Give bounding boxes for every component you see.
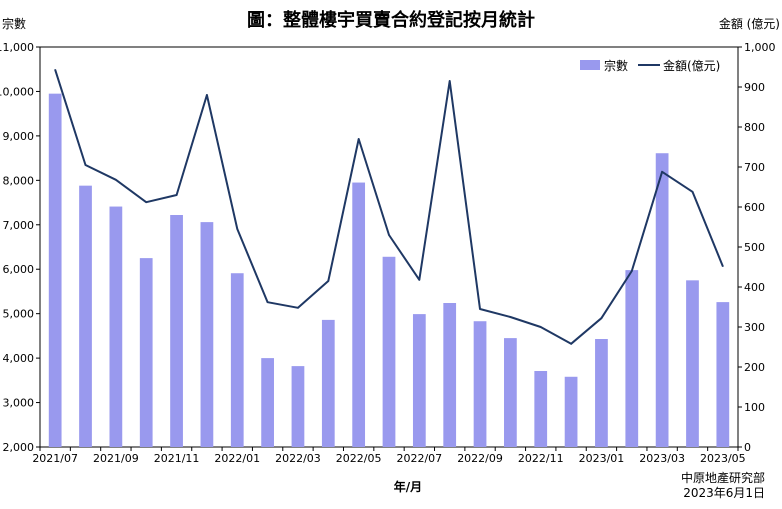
bar <box>48 93 62 448</box>
right-tick-label: 500 <box>744 241 765 254</box>
x-tick-label: 2022/07 <box>396 452 442 465</box>
bar <box>473 321 487 447</box>
line-point <box>691 191 694 193</box>
legend-bar-label: 宗數 <box>604 58 628 73</box>
bar <box>79 185 92 447</box>
source-org: 中原地產研究部 <box>681 470 765 485</box>
left-tick-label: 4,000 <box>3 352 35 365</box>
x-tick-label: 2023/01 <box>579 452 625 465</box>
bar <box>443 303 457 447</box>
bar <box>321 319 335 447</box>
line-point <box>600 317 603 320</box>
legend-line-label: 金額(億元) <box>663 58 720 73</box>
line-point <box>115 179 117 181</box>
x-tick-label: 2023/05 <box>700 452 746 465</box>
x-tick-label: 2021/09 <box>93 452 139 465</box>
line-point <box>539 326 542 328</box>
line-point <box>54 69 56 71</box>
x-tick-label: 2022/09 <box>457 452 503 465</box>
bar <box>139 258 153 447</box>
line-point <box>266 301 269 304</box>
left-tick-label: 9,000 <box>3 130 35 143</box>
bar <box>655 153 669 447</box>
x-tick-label: 2022/05 <box>336 452 382 465</box>
bar <box>716 302 730 447</box>
right-tick-label: 300 <box>744 321 765 334</box>
x-tick-label: 2021/11 <box>154 452 200 465</box>
bar <box>291 366 305 447</box>
right-tick-label: 800 <box>744 121 765 134</box>
left-tick-label: 10,000 <box>0 85 34 98</box>
legend-bar-swatch <box>580 60 600 70</box>
right-tick-label: 900 <box>744 81 765 94</box>
bar <box>200 222 214 447</box>
left-tick-label: 8,000 <box>3 174 35 187</box>
right-axis-ticks: 0 100 200 300 400 500 600 700 800 900 1,000 <box>738 41 776 454</box>
right-tick-label: 700 <box>744 161 765 174</box>
x-tick-label: 2023/03 <box>639 452 685 465</box>
right-tick-label: 1,000 <box>744 41 776 54</box>
line-point <box>145 201 148 203</box>
bar <box>564 376 578 447</box>
right-tick-label: 200 <box>744 361 765 374</box>
left-axis-label: 宗數 <box>2 16 26 31</box>
line-point <box>175 194 178 196</box>
bar <box>534 371 548 447</box>
line-point <box>357 138 360 140</box>
line-point <box>509 316 512 318</box>
line-point <box>84 164 87 166</box>
x-tick-label: 2021/07 <box>32 452 78 465</box>
x-tick-label: 2022/03 <box>275 452 321 465</box>
x-tick-label: 2022/11 <box>518 452 564 465</box>
legend: 宗數 金額(億元) <box>580 58 720 73</box>
left-tick-label: 7,000 <box>3 219 35 232</box>
line-point <box>388 234 390 236</box>
x-axis-label: 年/月 <box>394 479 422 494</box>
x-tick-label: 2022/01 <box>214 452 260 465</box>
left-tick-label: 5,000 <box>3 308 35 321</box>
line-point <box>206 94 208 96</box>
left-axis-ticks: 2,000 3,000 4,000 5,000 6,000 7,000 8,000 9,000… <box>0 41 40 454</box>
line-point <box>722 265 724 268</box>
line-point <box>479 308 481 310</box>
bar-series <box>48 93 730 448</box>
right-tick-label: 400 <box>744 281 765 294</box>
right-axis-label: 金額 (億元) <box>719 16 780 31</box>
line-point <box>630 270 633 272</box>
right-tick-label: 600 <box>744 201 765 214</box>
bar <box>686 280 699 447</box>
bar <box>230 273 244 447</box>
line-point <box>661 171 663 173</box>
left-tick-label: 11,000 <box>0 41 34 54</box>
bar <box>170 215 183 447</box>
bar <box>412 314 426 447</box>
bar <box>625 270 639 447</box>
bar <box>109 206 123 447</box>
bar <box>352 182 366 448</box>
bar <box>504 338 517 447</box>
line-point <box>418 279 421 281</box>
line-series <box>54 69 724 345</box>
line-point <box>570 343 572 345</box>
chart-title: 圖：整體樓宇買賣合約登記按月統計 <box>247 9 535 31</box>
x-axis-ticks: 2021/07 2021/09 2021/11 2022/01 2022/03 2022/… <box>32 447 746 465</box>
bar <box>595 339 608 447</box>
right-tick-label: 100 <box>744 401 765 414</box>
line-point <box>448 80 451 82</box>
bar <box>382 256 396 447</box>
left-tick-label: 3,000 <box>3 397 35 410</box>
right-tick-label: 0 <box>744 441 751 454</box>
left-tick-label: 6,000 <box>3 263 35 276</box>
line-point <box>327 280 330 282</box>
line-point <box>236 228 239 230</box>
line-point <box>297 307 299 309</box>
bar <box>261 358 274 447</box>
source-date: 2023年6月1日 <box>683 486 765 500</box>
left-tick-label: 2,000 <box>3 441 35 454</box>
